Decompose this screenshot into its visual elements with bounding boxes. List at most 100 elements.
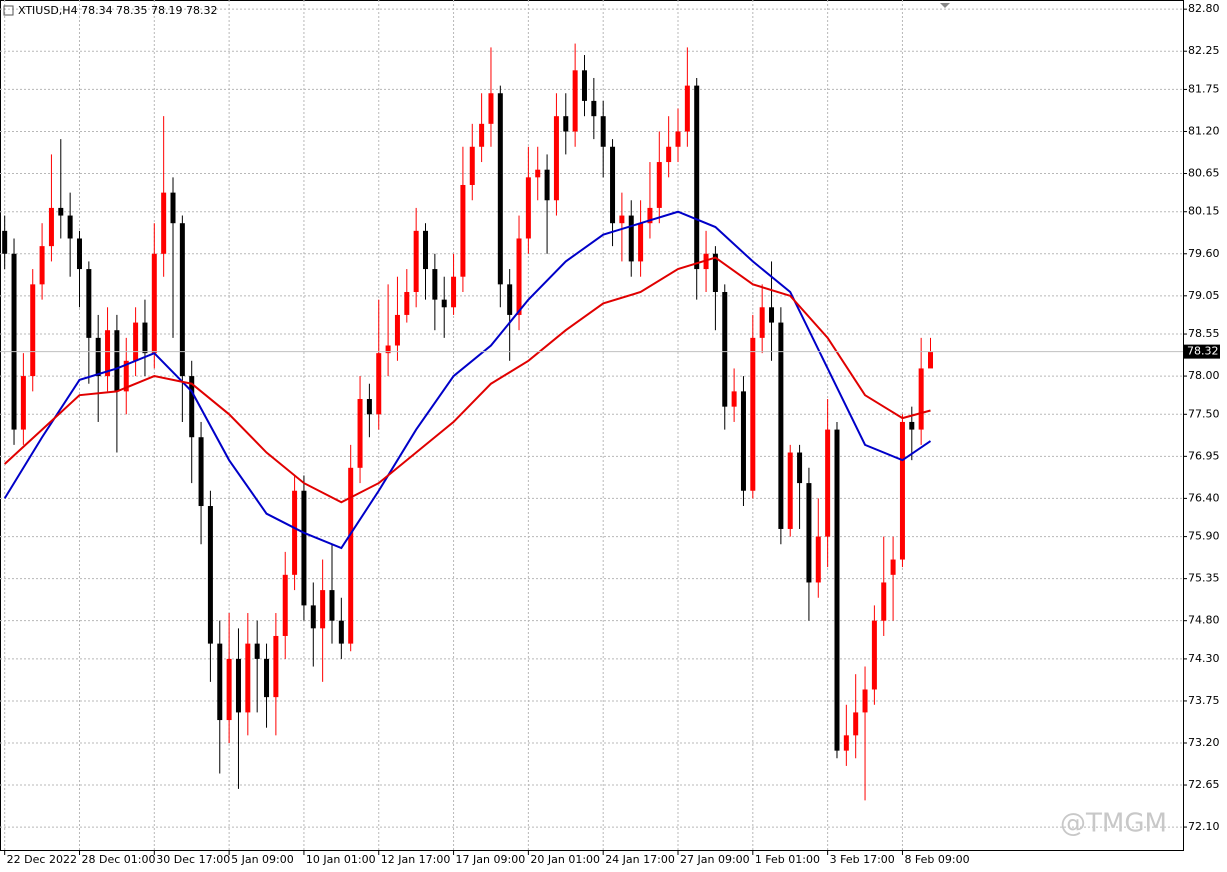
y-tick-label: 73.75	[1188, 694, 1220, 707]
candle-body	[30, 284, 36, 377]
candle-body	[581, 70, 587, 101]
candle-body	[39, 246, 45, 285]
y-tick-label: 81.20	[1188, 124, 1220, 137]
candle-body	[553, 116, 559, 201]
candle-body	[292, 490, 298, 575]
candle-body	[918, 368, 924, 430]
candle-body	[376, 353, 382, 415]
candle-body	[329, 590, 335, 621]
candle-body	[20, 376, 26, 430]
candle-body	[862, 689, 868, 713]
candle-body	[282, 574, 288, 636]
candle-body	[385, 345, 391, 354]
candle-body	[133, 322, 139, 361]
chart-title: XTIUSD,H4 78.34 78.35 78.19 78.32	[18, 4, 218, 17]
y-tick-label: 75.35	[1188, 572, 1220, 585]
y-tick-label: 79.05	[1188, 289, 1220, 302]
candle-body	[423, 230, 429, 270]
marks	[0, 43, 1183, 801]
candle-body	[544, 169, 550, 201]
candle-body	[123, 360, 129, 392]
candle-body	[432, 269, 438, 300]
candle-body	[750, 337, 756, 491]
x-tick-label: 22 Dec 2022	[7, 853, 77, 866]
candle-body	[441, 299, 447, 308]
candle-body	[404, 291, 410, 315]
y-tick-label: 81.75	[1188, 82, 1220, 95]
candle-body	[86, 269, 92, 338]
candle-body	[488, 93, 494, 124]
candle-body	[451, 276, 457, 308]
candle-body	[759, 307, 765, 338]
candle-body	[226, 658, 232, 721]
candle-body	[348, 467, 354, 644]
y-tick-label: 79.60	[1188, 247, 1220, 260]
candle-body	[460, 184, 466, 277]
shift-marker	[940, 3, 950, 8]
candle-body	[928, 351, 934, 369]
candle-body	[890, 559, 896, 575]
x-tick-label: 28 Dec 01:00	[81, 853, 155, 866]
candle-body	[619, 215, 625, 224]
candle-body	[881, 582, 887, 621]
candle-body	[48, 207, 54, 247]
watermark: @TMGM	[1060, 809, 1167, 839]
candle-body	[787, 452, 793, 529]
candle-body	[647, 207, 653, 224]
y-tick-label: 76.95	[1188, 449, 1220, 462]
candle-body	[105, 330, 111, 377]
candle-body	[76, 238, 82, 270]
candle-body	[170, 192, 176, 224]
y-tick-label: 72.10	[1188, 820, 1220, 833]
candle-body	[245, 643, 251, 713]
candle-body	[338, 620, 344, 644]
last-price-box	[1184, 344, 1220, 359]
y-tick-label: 77.50	[1188, 407, 1220, 420]
candle-body	[712, 253, 718, 292]
candle-body	[161, 192, 167, 254]
candle-body	[843, 735, 849, 751]
y-tick-label: 74.80	[1188, 614, 1220, 627]
candle-body	[301, 490, 307, 606]
candle-body	[834, 429, 840, 751]
y-tick-label: 82.25	[1188, 44, 1220, 57]
y-tick-label: 72.65	[1188, 778, 1220, 791]
candle-body	[151, 253, 157, 354]
plot-frame	[0, 0, 1184, 851]
candle-body	[778, 322, 784, 529]
candle-body	[273, 635, 279, 698]
candle-body	[675, 131, 681, 147]
candle-body	[142, 322, 148, 354]
x-tick-label: 12 Jan 17:00	[381, 853, 451, 866]
x-tick-label: 30 Dec 17:00	[156, 853, 230, 866]
candle-body	[310, 605, 316, 629]
candle-body	[507, 284, 513, 315]
candle-body	[179, 223, 185, 377]
candle-body	[95, 337, 101, 377]
candle-body	[591, 100, 597, 117]
x-tick-label: 10 Jan 01:00	[306, 853, 376, 866]
candle-body	[722, 291, 728, 407]
y-tick-label: 76.40	[1188, 491, 1220, 504]
candle-body	[207, 506, 213, 644]
candle-body	[731, 391, 737, 407]
candle-body	[264, 658, 270, 698]
candle-body	[516, 238, 522, 315]
candle-body	[198, 437, 204, 507]
candle-body	[871, 620, 877, 690]
candle-body	[357, 399, 363, 468]
candle-body	[694, 85, 700, 270]
candle-body	[217, 643, 223, 721]
candle-body	[656, 162, 662, 208]
candle-body	[67, 215, 73, 239]
moving-average-line	[3, 210, 932, 550]
candle-body	[394, 314, 400, 346]
candle-body	[815, 536, 821, 583]
x-tick-label: 17 Jan 09:00	[456, 853, 526, 866]
y-tick-label: 73.20	[1188, 736, 1220, 749]
candle-body	[628, 215, 634, 262]
candle-body	[497, 93, 503, 285]
x-tick-label: 20 Jan 01:00	[530, 853, 600, 866]
moving-average-line	[3, 256, 931, 504]
